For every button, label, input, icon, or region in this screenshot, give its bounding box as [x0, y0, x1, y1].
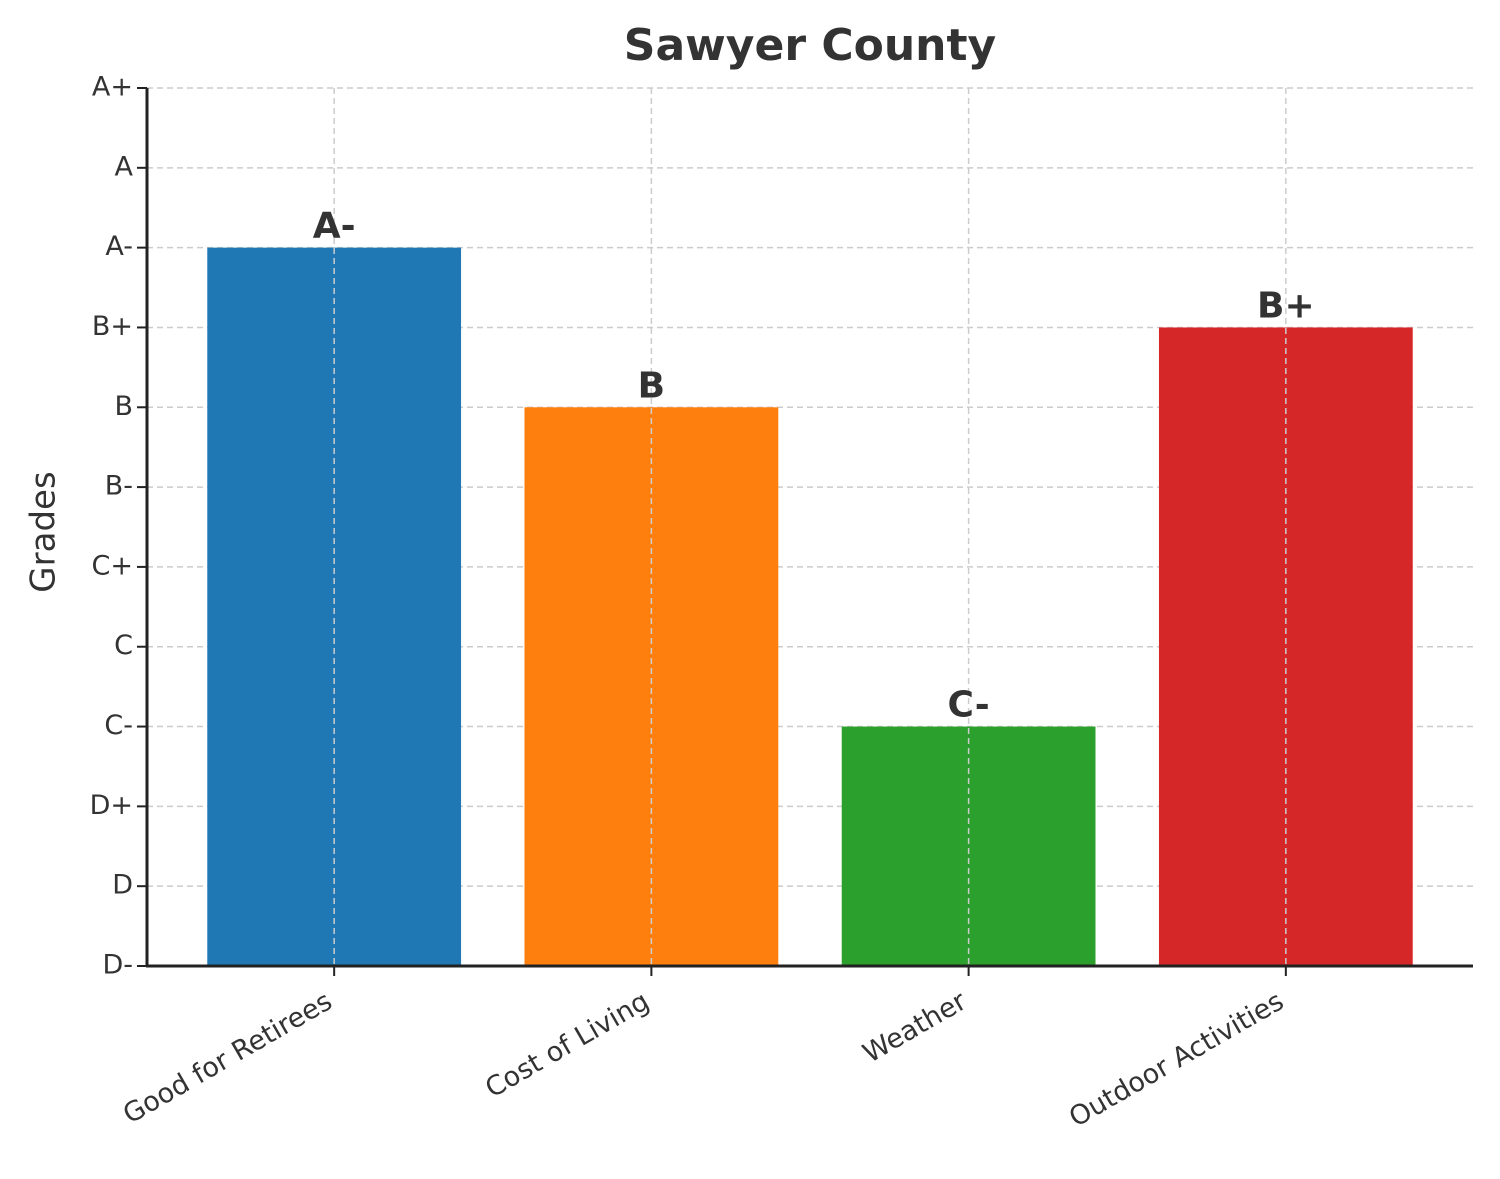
y-tick-label: A+ — [92, 72, 133, 103]
y-tick-label: C+ — [92, 550, 133, 581]
value-label: B — [638, 365, 665, 406]
y-tick-label: C — [114, 630, 133, 661]
y-tick-label: B+ — [92, 311, 133, 342]
value-label: A- — [313, 206, 356, 247]
y-tick-label: D- — [102, 950, 133, 981]
y-tick-label: B — [114, 391, 133, 422]
y-tick-label: C- — [104, 710, 133, 741]
y-tick-label: A- — [105, 231, 133, 262]
y-tick-label: A — [115, 151, 134, 182]
chart-title: Sawyer County — [624, 20, 996, 71]
bar — [841, 726, 1096, 966]
x-tick-label: Cost of Living — [480, 986, 654, 1105]
y-tick-label: B- — [105, 471, 133, 502]
x-tick-label: Outdoor Activities — [1064, 986, 1289, 1134]
value-label: C- — [948, 685, 990, 726]
y-tick-label: D+ — [90, 790, 133, 821]
x-tick-label: Good for Retirees — [118, 986, 337, 1131]
value-label: B+ — [1257, 285, 1315, 326]
y-tick-label: D — [112, 870, 133, 901]
x-tick-label: Weather — [858, 985, 973, 1069]
y-axis-label: Grades — [24, 471, 64, 592]
bar — [207, 247, 462, 967]
